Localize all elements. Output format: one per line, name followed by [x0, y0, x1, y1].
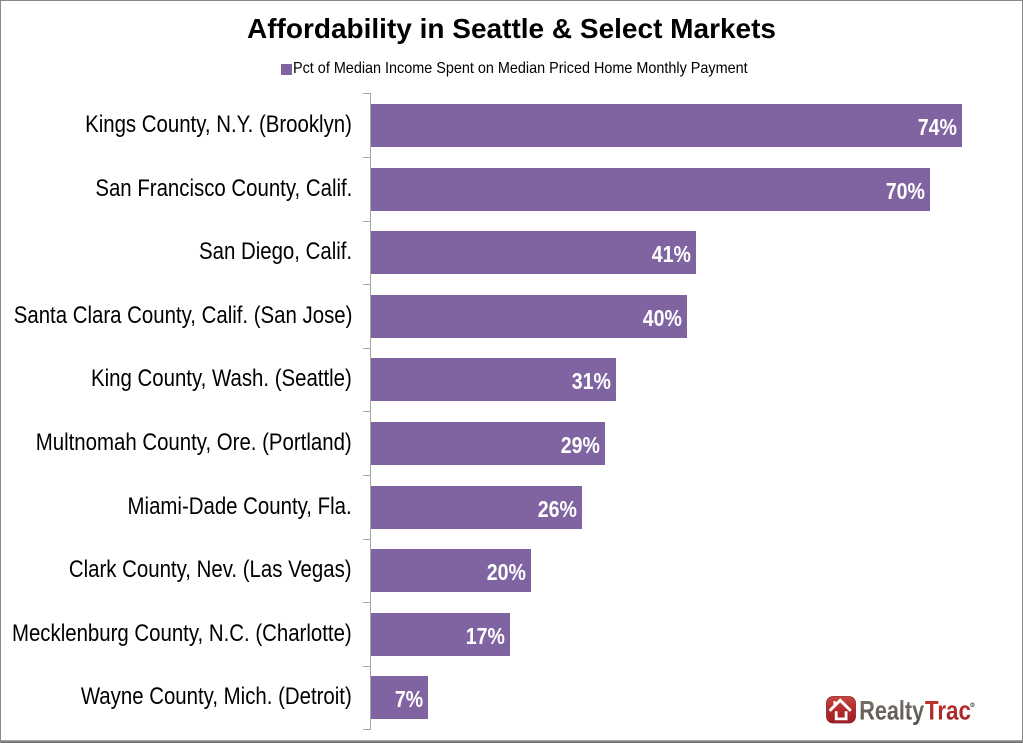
svg-text:Trac: Trac: [925, 695, 971, 725]
svg-text:Realty: Realty: [859, 695, 924, 725]
